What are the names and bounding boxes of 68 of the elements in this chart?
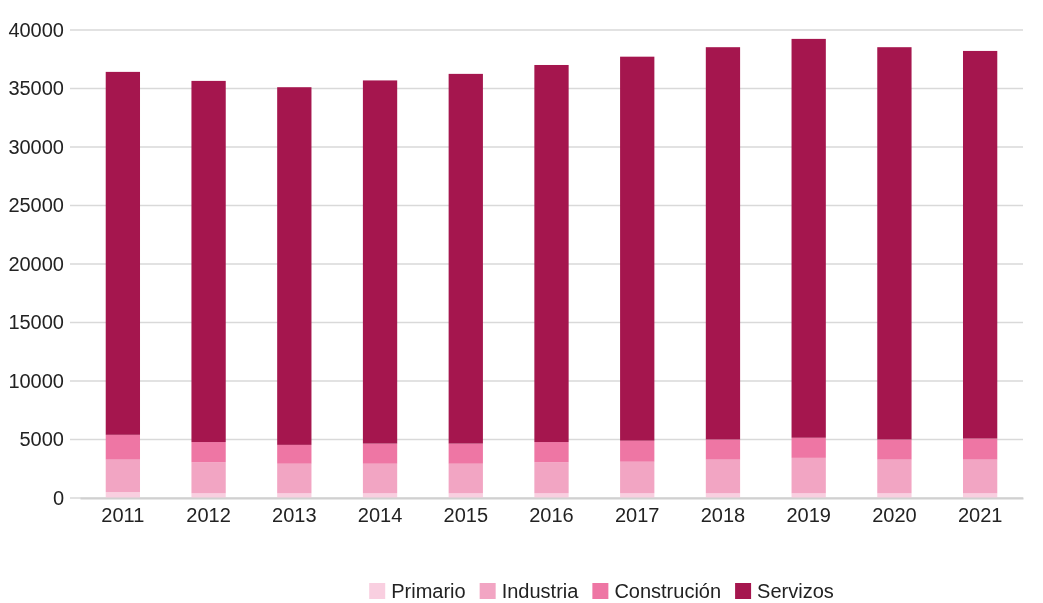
bar <box>448 463 483 494</box>
bar <box>277 444 312 464</box>
bar <box>448 443 483 464</box>
bar <box>277 493 312 498</box>
bar <box>191 80 226 443</box>
x-tick-label: 2015 <box>443 504 489 527</box>
bar <box>534 493 569 498</box>
bar <box>791 38 826 438</box>
bar <box>362 80 398 444</box>
x-tick-label: 2018 <box>700 504 746 527</box>
y-tick-label: 15000 <box>8 311 64 334</box>
x-tick-label: 2011 <box>101 504 145 527</box>
bar <box>705 493 741 498</box>
x-tick-label: 2019 <box>786 504 831 527</box>
bar <box>534 442 569 463</box>
bar <box>105 459 141 493</box>
bar <box>448 493 483 498</box>
bar <box>362 463 398 494</box>
x-tick-label: 2014 <box>357 504 403 527</box>
bar <box>877 493 912 498</box>
bar <box>105 434 141 460</box>
bar <box>962 459 998 494</box>
bar <box>277 87 312 445</box>
bar <box>620 493 655 498</box>
y-tick-label: 35000 <box>8 77 64 100</box>
bar <box>877 47 912 440</box>
bar <box>534 64 569 443</box>
y-tick-label: 20000 <box>8 252 64 275</box>
y-tick-label: 30000 <box>8 135 64 158</box>
legend-label: Construción <box>614 580 722 602</box>
x-tick-label: 2020 <box>872 504 917 527</box>
x-tick-label: 2013 <box>272 504 317 527</box>
bar <box>277 463 312 494</box>
y-tick-label: 5000 <box>19 428 64 451</box>
x-tick-label: 2017 <box>614 504 660 527</box>
bar <box>705 439 741 460</box>
bar <box>791 493 826 498</box>
y-tick-label: 40000 <box>8 18 64 41</box>
bar <box>877 439 912 460</box>
bar <box>191 442 226 463</box>
bar <box>620 461 655 494</box>
bar <box>620 440 655 462</box>
y-tick-label: 0 <box>52 486 64 509</box>
bar <box>791 437 826 458</box>
bar <box>962 493 998 498</box>
legend-label: Primario <box>391 580 466 602</box>
legend-label: Servizos <box>757 580 834 602</box>
bar <box>877 459 912 494</box>
bar <box>362 443 398 464</box>
bar <box>191 493 226 498</box>
bar <box>620 56 655 441</box>
bar <box>105 492 141 498</box>
bar <box>105 71 141 435</box>
bar <box>705 47 741 440</box>
bar <box>791 457 826 494</box>
bar <box>962 438 998 460</box>
bar <box>191 462 226 494</box>
bar <box>962 50 998 439</box>
x-tick-label: 2021 <box>957 504 1003 527</box>
x-tick-label: 2016 <box>529 504 574 527</box>
bar <box>448 73 483 444</box>
legend-label: Industria <box>501 580 580 602</box>
bar <box>534 462 569 494</box>
bar <box>362 493 398 498</box>
y-tick-label: 25000 <box>8 194 64 217</box>
y-tick-label: 10000 <box>8 369 64 392</box>
x-tick-label: 2012 <box>186 504 231 527</box>
bar <box>705 459 741 494</box>
